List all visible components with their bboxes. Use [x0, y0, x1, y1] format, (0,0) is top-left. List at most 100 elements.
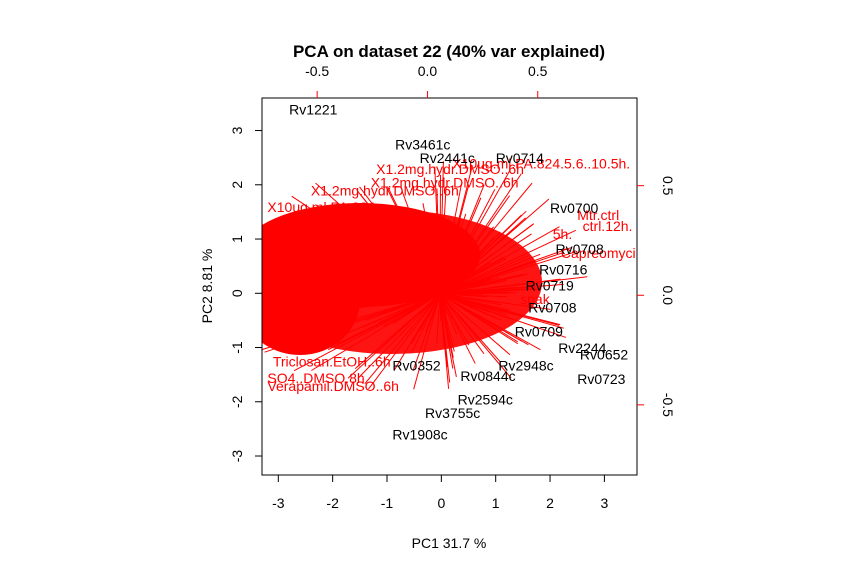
- variable-arrow: [410, 293, 441, 354]
- variable-arrow: [327, 293, 441, 351]
- variable-arrow: [439, 273, 525, 295]
- gene-label: Rv1221: [289, 101, 337, 117]
- gene-label: Rv0708: [528, 299, 576, 315]
- y-axis-left: -3 -2 -1 0 1 2 3: [229, 126, 262, 462]
- gene-label: Rv0714: [496, 150, 544, 166]
- variable-label: Verapamil.DMSO..6h: [267, 378, 399, 394]
- variable-arrow: [439, 293, 485, 355]
- variable-arrow: [413, 293, 441, 390]
- right-tick-label: 0.5: [660, 176, 676, 196]
- variable-arrow: [422, 203, 441, 295]
- variable-arrow: [439, 293, 476, 364]
- variable-arrow: [311, 293, 441, 349]
- variable-arrow: [439, 293, 488, 315]
- variable-arrow: [262, 264, 441, 295]
- gene-label: Rv3755c: [425, 405, 480, 421]
- x-tick-label: -2: [326, 495, 339, 511]
- variable-label: spak: [520, 291, 551, 307]
- variable-arrow: [434, 166, 441, 295]
- variable-arrow: [262, 293, 441, 306]
- variable-label: X10ug.ml.PA.824: [267, 199, 375, 215]
- variable-arrow: [439, 253, 541, 295]
- variable-arrow: [311, 293, 441, 371]
- variable-arrow: [310, 293, 441, 317]
- variable-arrow: [262, 273, 441, 295]
- variable-arrow: [439, 293, 483, 319]
- right-tick-label: -0.5: [660, 393, 676, 417]
- variable-arrow: [262, 238, 441, 295]
- x-tick-label: 3: [600, 495, 608, 511]
- y-tick-label: 2: [229, 181, 245, 189]
- variable-arrow: [357, 212, 441, 295]
- top-tick-label: 0.0: [418, 63, 438, 79]
- y-axis-label: PC2 8.81 %: [199, 249, 215, 324]
- x-tick-label: -3: [272, 495, 285, 511]
- variable-label: SO4..DMSO.8h: [267, 370, 364, 386]
- variable-arrows: [262, 161, 588, 390]
- variable-arrow: [439, 255, 529, 295]
- gene-label: Rv0719: [526, 278, 574, 294]
- gene-label: Rv0708: [555, 241, 603, 257]
- variable-arrow: [439, 287, 537, 295]
- variable-arrow: [439, 173, 522, 295]
- x-tick-label: -1: [381, 495, 394, 511]
- variable-label: ctrl.12h.: [583, 218, 633, 234]
- variable-arrow: [330, 237, 441, 295]
- variable-arrow: [439, 293, 448, 368]
- y-tick-label: 1: [229, 235, 245, 243]
- variable-arrow: [262, 244, 441, 295]
- gene-label: Rv2441c: [420, 150, 475, 166]
- gene-label: Rv2244: [558, 340, 606, 356]
- variable-arrow: [390, 253, 441, 295]
- y-axis-right-secondary: -0.5 0.0 0.5: [637, 176, 676, 417]
- variable-arrow: [439, 219, 462, 295]
- variable-arrow: [277, 228, 441, 295]
- top-tick-label: -0.5: [305, 63, 329, 79]
- variable-arrow: [424, 249, 441, 295]
- right-tick-label: 0.0: [660, 286, 676, 306]
- variable-arrow: [387, 227, 441, 295]
- y-tick-label: 0: [229, 289, 245, 297]
- variable-arrow: [280, 260, 441, 295]
- gene-label: Rv0844c: [460, 368, 515, 384]
- variable-arrow: [333, 230, 441, 295]
- variable-arrow: [439, 256, 504, 295]
- y-tick-label: -2: [229, 395, 245, 408]
- variable-arrow: [439, 276, 588, 295]
- variable-label: X1.2mg.hydr.DMSO..6h: [311, 183, 459, 199]
- variable-label: Mtr.ctrl: [577, 207, 619, 223]
- variable-arrow: [439, 266, 470, 295]
- variable-arrow: [439, 293, 511, 356]
- variable-arrow: [357, 293, 441, 379]
- variable-labels: X1.2mg.hydr.DMSO..6hX10ug.ml.PA.824.5.6.…: [267, 156, 678, 394]
- gene-label: Rv0352: [392, 357, 440, 373]
- gene-label: Rv0709: [515, 324, 563, 340]
- variable-arrow: [392, 293, 441, 325]
- variable-label: Capreomycin.spak: [561, 245, 678, 261]
- variable-label: Triclosan.EtOH..6h: [273, 354, 391, 370]
- x-axis-bottom: -3 -2 -1 0 1 2 3: [272, 475, 608, 511]
- chart-title: PCA on dataset 22 (40% var explained): [293, 42, 605, 61]
- variable-arrow: [439, 293, 508, 316]
- x-tick-label: 1: [492, 495, 500, 511]
- variable-arrow: [439, 293, 458, 335]
- variable-arrow: [439, 169, 511, 295]
- variable-arrow: [285, 291, 441, 295]
- variable-arrow: [291, 195, 441, 295]
- variable-arrow: [293, 293, 441, 372]
- variable-arrow: [439, 233, 532, 295]
- variable-arrow: [380, 250, 441, 295]
- variable-arrow: [278, 293, 441, 342]
- y-tick-label: -1: [229, 341, 245, 354]
- variable-arrow: [439, 293, 502, 306]
- variable-arrow: [439, 230, 445, 295]
- x-tick-label: 0: [437, 495, 445, 511]
- variable-arrow: [388, 293, 441, 297]
- x-axis-top-secondary: -0.5 0.0 0.5: [305, 63, 548, 98]
- gene-label: Rv2948c: [498, 357, 553, 373]
- gene-label: Rv0723: [577, 371, 625, 387]
- top-tick-label: 0.5: [528, 63, 548, 79]
- gene-label: Rv0700: [550, 200, 598, 216]
